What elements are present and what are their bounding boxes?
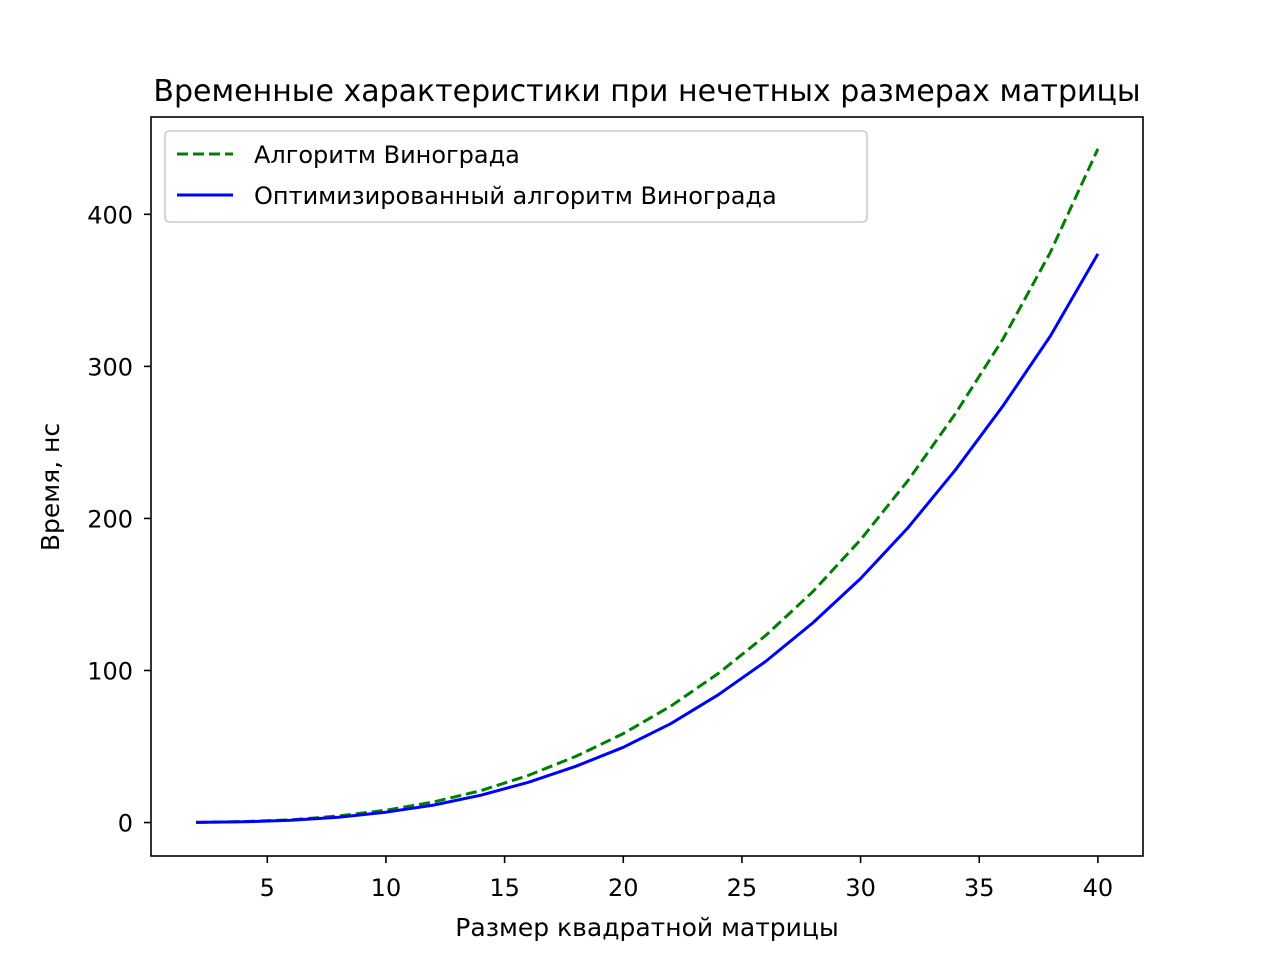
y-tick-label: 300 [87,353,133,381]
x-tick-label: 25 [727,874,758,902]
x-tick-label: 15 [489,874,520,902]
plot-area-frame [150,116,1144,857]
x-tick-label: 30 [845,874,876,902]
series-line-winograd [196,148,1100,824]
legend-label-optimized-winograd: Оптимизированный алгоритм Винограда [254,182,777,210]
y-axis-label: Время, нс [36,423,65,551]
y-tick-label: 100 [87,657,133,685]
x-axis-label: Размер квадратной матрицы [455,913,838,942]
legend-label-winograd: Алгоритм Винограда [254,141,520,169]
series-line-optimized-winograd [196,253,1100,824]
legend-box [164,130,868,223]
x-tick-label: 5 [260,874,275,902]
x-tick-label: 40 [1083,874,1114,902]
legend: Алгоритм Винограда Оптимизированный алго… [164,130,868,223]
x-tick-label: 10 [371,874,402,902]
y-tick-label: 400 [87,201,133,229]
y-tick-label: 200 [87,505,133,533]
x-tick-label: 35 [964,874,995,902]
y-tick-label: 0 [118,810,133,838]
x-tick-label: 20 [608,874,639,902]
chart-title: Временные характеристики при нечетных ра… [153,74,1140,109]
